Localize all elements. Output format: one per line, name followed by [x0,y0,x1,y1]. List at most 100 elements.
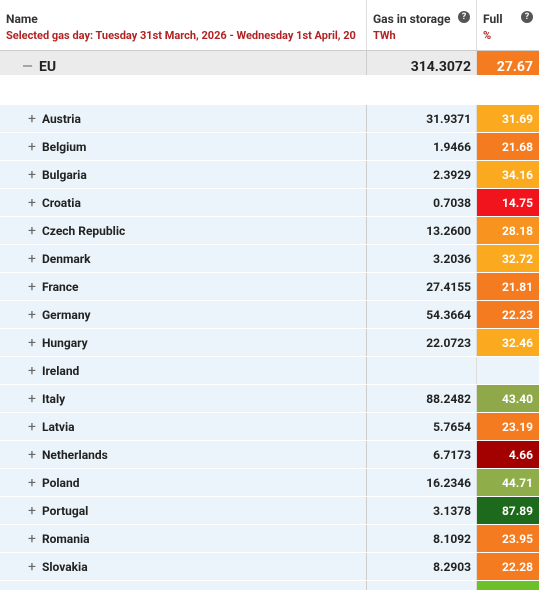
full-value: 4.66 [508,447,533,462]
full-value: 28.18 [501,223,533,238]
storage-header[interactable]: Gas in storage TWh ? [367,0,477,50]
total-row[interactable]: — EU 314.3072 27.67 [0,51,539,105]
storage-value: 20.4983 [426,588,471,590]
country-name: Slovakia [41,559,88,574]
storage-cell: 3.2036 [367,245,477,272]
full-cell: 23.19 [477,413,539,440]
full-value: 27.67 [496,59,533,75]
storage-value: 16.2346 [426,475,471,490]
storage-value: 13.2600 [426,223,471,238]
expand-icon: + [28,474,36,491]
country-row[interactable]: + Portugal 3.1378 87.89 [0,497,539,525]
country-row[interactable]: + Slovakia 8.2903 22.28 [0,553,539,581]
storage-cell: 54.3664 [367,301,477,328]
country-row[interactable]: + Bulgaria 2.3929 34.16 [0,161,539,189]
country-row[interactable]: + Spain 20.4983 57.21 [0,581,539,590]
storage-cell: 22.0723 [367,329,477,356]
full-value: 57.21 [502,588,533,590]
storage-cell: 5.7654 [367,413,477,440]
expand-icon: + [28,362,36,379]
full-cell: 22.28 [477,553,539,580]
storage-cell: 1.9466 [367,133,477,160]
storage-value: 54.3664 [426,307,471,322]
name-cell: + Slovakia [0,553,367,580]
expand-icon: + [28,278,36,295]
name-cell: — EU [0,51,367,75]
country-row[interactable]: + Romania 8.1092 23.95 [0,525,539,553]
name-cell: + France [0,273,367,300]
full-value: 87.89 [501,503,533,518]
country-row[interactable]: + Latvia 5.7654 23.19 [0,413,539,441]
country-row[interactable]: + Italy 88.2482 43.40 [0,385,539,413]
country-name: Ireland [41,363,80,378]
storage-cell: 8.2903 [367,553,477,580]
country-name: Netherlands [41,447,108,462]
country-name: Hungary [41,335,88,350]
full-cell: 28.18 [477,217,539,244]
name-cell: + Denmark [0,245,367,272]
country-row[interactable]: + Ireland [0,357,539,385]
expand-icon: + [28,502,36,519]
full-value: 31.69 [501,111,533,126]
country-row[interactable]: + Czech Republic 13.2600 28.18 [0,217,539,245]
name-cell: + Belgium [0,133,367,160]
storage-cell: 2.3929 [367,161,477,188]
header-subtitle: Selected gas day: Tuesday 31st March, 20… [6,29,356,42]
country-row[interactable]: + Hungary 22.0723 32.46 [0,329,539,357]
full-cell: 43.40 [477,385,539,412]
expand-icon: + [28,530,36,547]
expand-icon: + [28,334,36,351]
full-value: 43.40 [501,391,533,406]
expand-icon: + [28,587,36,590]
full-cell: 34.16 [477,161,539,188]
expand-icon: + [28,194,36,211]
storage-value: 8.2903 [433,559,471,574]
expand-icon: + [28,166,36,183]
name-header[interactable]: Name Selected gas day: Tuesday 31st Marc… [0,0,367,50]
country-name: Belgium [41,139,87,154]
country-name: Bulgaria [41,167,87,182]
table-body: — EU 314.3072 27.67 + Austria 31.9371 31.69 + Bel… [0,51,539,590]
country-name: Austria [41,111,81,126]
full-cell: 57.21 [477,581,539,590]
help-icon[interactable]: ? [521,11,533,23]
expand-icon: + [28,110,36,127]
country-name: EU [38,59,57,75]
country-name: Latvia [41,419,75,434]
country-row[interactable]: + Germany 54.3664 22.23 [0,301,539,329]
country-name: Portugal [41,503,89,518]
full-cell: 22.23 [477,301,539,328]
collapse-icon: — [22,59,33,75]
expand-icon: + [28,138,36,155]
expand-icon: + [28,446,36,463]
name-cell: + Portugal [0,497,367,524]
full-header[interactable]: Full % ? [477,0,539,50]
country-row[interactable]: + Poland 16.2346 44.71 [0,469,539,497]
country-row[interactable]: + Netherlands 6.7173 4.66 [0,441,539,469]
full-value: 22.23 [501,307,533,322]
full-cell: 21.68 [477,133,539,160]
storage-cell: 20.4983 [367,581,477,590]
country-name: Denmark [41,251,91,266]
header-full-unit: % [483,29,492,42]
expand-icon: + [28,222,36,239]
country-row[interactable]: + Belgium 1.9466 21.68 [0,133,539,161]
expand-icon: + [28,390,36,407]
country-name: Spain [42,588,72,590]
country-row[interactable]: + France 27.4155 21.81 [0,273,539,301]
name-cell: + Czech Republic [0,217,367,244]
storage-cell: 3.1378 [367,497,477,524]
country-row[interactable]: + Denmark 3.2036 32.72 [0,245,539,273]
country-row[interactable]: + Croatia 0.7038 14.75 [0,189,539,217]
country-row[interactable]: + Austria 31.9371 31.69 [0,105,539,133]
name-cell: + Poland [0,469,367,496]
storage-value: 22.0723 [426,335,471,350]
storage-cell [367,357,477,384]
full-cell: 27.67 [477,51,539,75]
storage-value: 0.7038 [433,195,471,210]
header: Name Selected gas day: Tuesday 31st Marc… [0,0,539,51]
help-icon[interactable]: ? [458,11,470,23]
full-cell: 87.89 [477,497,539,524]
storage-value: 31.9371 [426,111,471,126]
